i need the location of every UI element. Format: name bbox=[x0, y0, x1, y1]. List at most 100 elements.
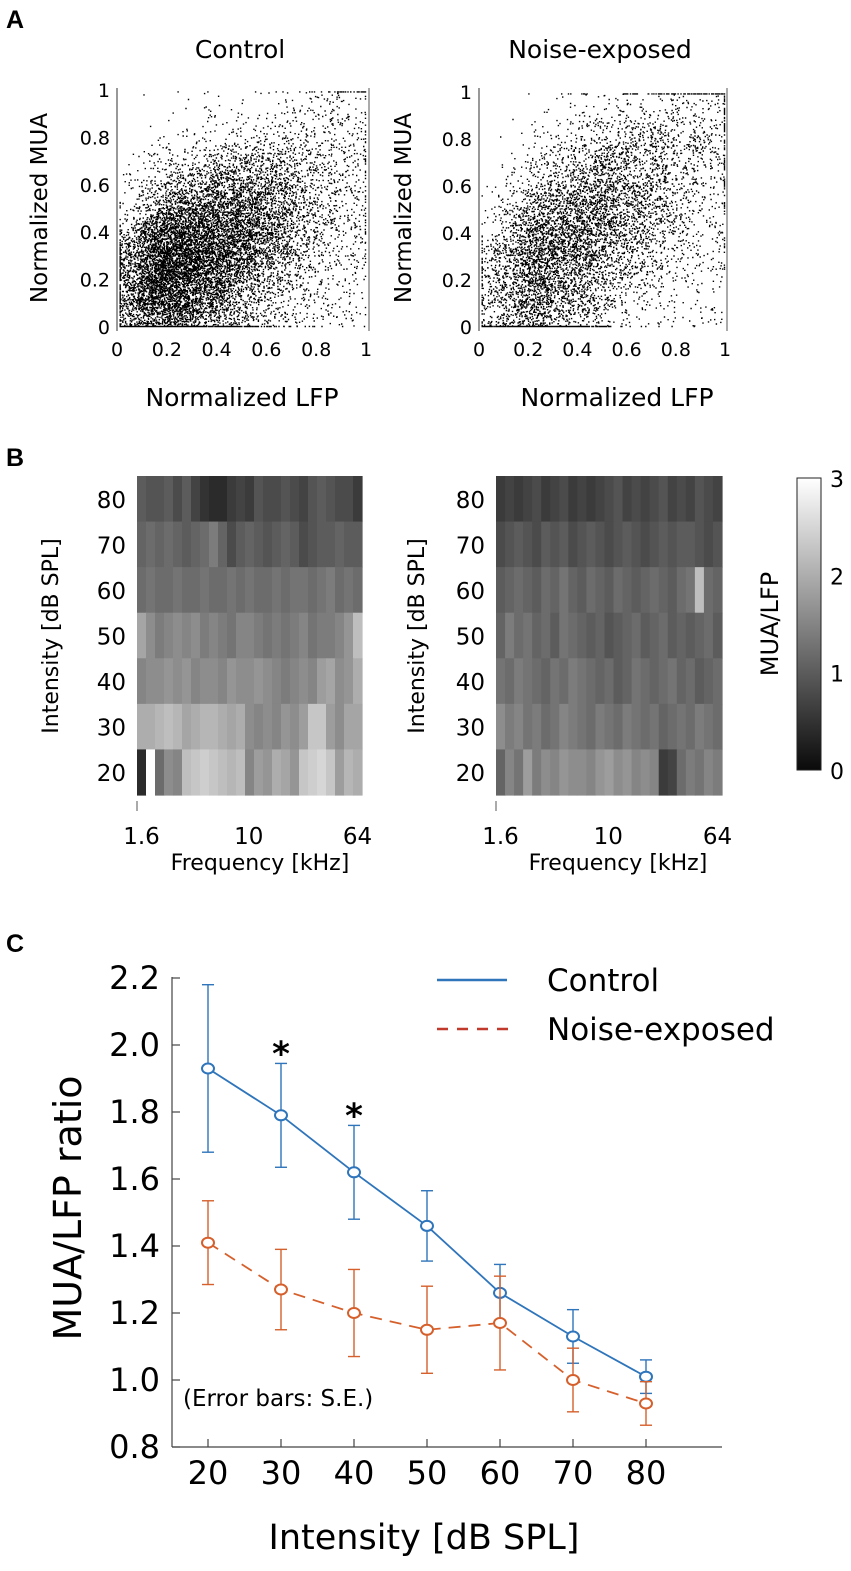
heatmap-cell bbox=[712, 521, 723, 568]
heatmap-cell bbox=[308, 612, 318, 659]
heatmap-cell bbox=[658, 749, 669, 796]
heatmap-cell bbox=[227, 658, 237, 705]
y-tick-label: 0.2 bbox=[442, 270, 472, 292]
heatmap-cell bbox=[335, 658, 345, 705]
x-tick-label: 0.2 bbox=[152, 339, 182, 361]
heatmap-cell bbox=[550, 658, 560, 705]
heatmap-cell bbox=[146, 658, 156, 705]
heatmap-cell bbox=[613, 612, 624, 659]
heatmap-control-cells bbox=[137, 476, 363, 796]
heatmap-cell bbox=[568, 521, 578, 568]
heatmap-cell bbox=[694, 612, 705, 659]
heatmap-cell bbox=[263, 749, 273, 796]
heatmap-cell bbox=[227, 612, 237, 659]
heatmap-cell bbox=[290, 476, 300, 523]
heatmap-cell bbox=[604, 703, 615, 751]
heatmap-cell bbox=[290, 567, 300, 614]
heatmap-cell bbox=[541, 521, 551, 568]
heatmap-cell bbox=[353, 749, 363, 796]
heatmap-cell bbox=[622, 567, 633, 614]
heatmap-cell bbox=[496, 521, 506, 568]
heatmap-cell bbox=[559, 749, 569, 796]
heatmap-cell bbox=[658, 658, 669, 705]
heatmap-cell bbox=[667, 612, 678, 659]
heatmap-cell bbox=[290, 521, 300, 568]
scatter-control-x-label: Normalized LFP bbox=[145, 383, 338, 412]
y-tick-label: 1.2 bbox=[109, 1294, 160, 1332]
heatmap-cell bbox=[568, 749, 578, 796]
scatter-noise-x-label: Normalized LFP bbox=[520, 383, 713, 412]
heatmap-cell bbox=[326, 612, 336, 659]
heatmap-cell bbox=[317, 612, 327, 659]
y-tick-label: 0.2 bbox=[80, 270, 110, 292]
x-tick-label: 20 bbox=[188, 1454, 229, 1492]
y-tick-label: 30 bbox=[97, 716, 126, 742]
heatmap-cell bbox=[532, 476, 542, 523]
legend-control-label: Control bbox=[547, 963, 659, 999]
heatmap-cell bbox=[694, 521, 705, 568]
heatmap-cell bbox=[505, 703, 515, 751]
scatter-noise-y-label: Normalized MUA bbox=[391, 113, 417, 303]
heatmap-cell bbox=[676, 521, 687, 568]
heatmap-cell bbox=[146, 476, 156, 523]
heatmap-cell bbox=[155, 612, 165, 659]
scatter-noise-points bbox=[481, 93, 726, 328]
y-tick-label: 80 bbox=[97, 488, 126, 514]
heatmap-cell bbox=[227, 567, 237, 614]
heatmap-cell bbox=[137, 612, 147, 659]
y-tick-label: 1 bbox=[460, 82, 472, 104]
heatmap-cell bbox=[586, 476, 597, 523]
heatmap-cell bbox=[164, 476, 174, 523]
heatmap-cell bbox=[137, 476, 147, 523]
heatmap-cell bbox=[209, 476, 219, 523]
heatmap-cell bbox=[281, 749, 291, 796]
y-tick-label: 50 bbox=[97, 625, 126, 651]
heatmap-cell bbox=[200, 521, 210, 568]
heatmap-cell bbox=[209, 521, 219, 568]
y-tick-label: 2.0 bbox=[109, 1026, 160, 1064]
heatmap-cell bbox=[218, 567, 228, 614]
x-tick-label: 1.6 bbox=[123, 824, 160, 850]
y-tick-label: 0 bbox=[98, 317, 110, 339]
heatmap-cell bbox=[640, 521, 651, 568]
heatmap-cell bbox=[155, 749, 165, 796]
heatmap-cell bbox=[532, 612, 542, 659]
heatmap-cell bbox=[658, 612, 669, 659]
y-tick-label: 70 bbox=[456, 533, 485, 559]
heatmap-cell bbox=[173, 521, 183, 568]
colorbar-label: MUA/LFP bbox=[756, 572, 784, 676]
x-tick-label: 1 bbox=[360, 339, 372, 361]
heatmap-cell bbox=[272, 476, 282, 523]
heatmap-cell bbox=[496, 567, 506, 614]
error-bar-note: (Error bars: S.E.) bbox=[183, 1386, 373, 1412]
heatmap-cell bbox=[496, 658, 506, 705]
heatmap-cell bbox=[685, 658, 696, 705]
heatmap-cell bbox=[263, 521, 273, 568]
heatmap-cell bbox=[568, 476, 578, 523]
heatmap-cell bbox=[299, 521, 309, 568]
heatmap-cell bbox=[236, 567, 246, 614]
heatmap-cell bbox=[137, 567, 147, 614]
data-point bbox=[347, 1166, 361, 1179]
heatmap-cell bbox=[532, 521, 542, 568]
heatmap-cell bbox=[568, 612, 578, 659]
x-tick-label: 70 bbox=[553, 1454, 594, 1492]
heatmap-cell bbox=[514, 703, 524, 751]
heatmap-cell bbox=[317, 749, 327, 796]
heatmap-cell bbox=[353, 521, 363, 568]
heatmap-cell bbox=[712, 476, 723, 523]
heatmap-cell bbox=[245, 567, 255, 614]
heatmap-cell bbox=[146, 703, 156, 751]
heatmap-cell bbox=[146, 749, 156, 796]
heatmap-cell bbox=[577, 567, 587, 614]
heatmap-cell bbox=[164, 612, 174, 659]
heatmap-cell bbox=[631, 658, 642, 705]
heatmap-cell bbox=[640, 612, 651, 659]
heatmap-cell bbox=[155, 703, 165, 751]
heatmap-cell bbox=[227, 476, 237, 523]
x-tick-label: 80 bbox=[626, 1454, 667, 1492]
heatmap-cell bbox=[676, 612, 687, 659]
heatmap-cell bbox=[505, 658, 515, 705]
heatmap-cell bbox=[622, 658, 633, 705]
y-tick-label: 0.4 bbox=[80, 222, 110, 244]
